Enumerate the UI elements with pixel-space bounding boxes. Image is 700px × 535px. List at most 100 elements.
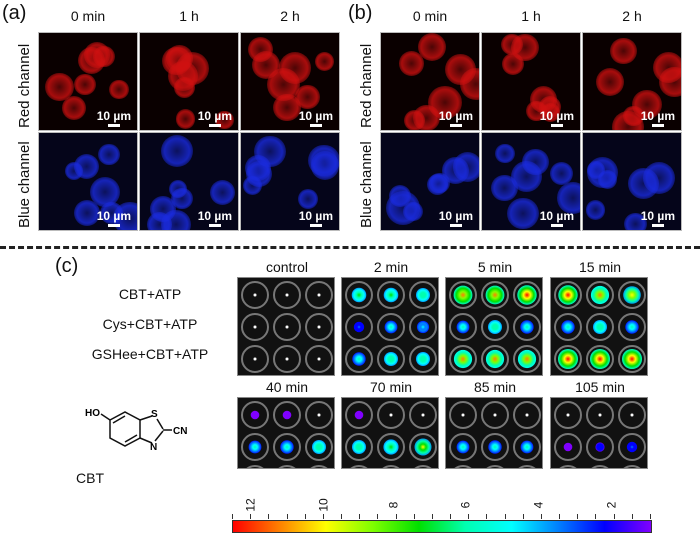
well-empty xyxy=(558,405,578,425)
micrograph: 10 µm xyxy=(582,132,682,231)
well xyxy=(586,313,614,341)
row-label: Blue channel xyxy=(16,141,33,228)
well-signal xyxy=(622,349,642,369)
cell-blob xyxy=(652,52,681,84)
well xyxy=(513,433,541,461)
cell-blob xyxy=(266,68,301,102)
well-plate xyxy=(550,277,648,376)
cell-blob xyxy=(98,143,121,166)
scale-bar-line xyxy=(651,224,664,227)
cell-blob xyxy=(624,212,647,230)
micrograph: 10 µm xyxy=(139,32,239,131)
well xyxy=(305,345,333,373)
scale-bar: 10 µm xyxy=(299,209,333,227)
cell-blob xyxy=(427,174,449,196)
well xyxy=(554,433,582,461)
well-signal xyxy=(453,349,473,369)
colorbar-tick xyxy=(504,514,506,519)
well-signal xyxy=(384,320,398,334)
colorbar-tick xyxy=(377,514,379,519)
scale-bar: 10 µm xyxy=(198,209,232,227)
well xyxy=(481,345,509,373)
plate-title: 2 min xyxy=(373,259,409,275)
well-signal xyxy=(558,285,578,305)
colorbar-tick xyxy=(650,514,651,519)
micrograph: 10 µm xyxy=(240,32,340,131)
colorbar-tick xyxy=(540,514,542,519)
well-signal xyxy=(563,442,573,452)
well-plate xyxy=(341,397,439,469)
scale-bar-label: 10 µm xyxy=(298,209,333,223)
well xyxy=(449,313,477,341)
scale-bar-line xyxy=(309,224,322,227)
well-signal xyxy=(517,349,537,369)
well xyxy=(273,401,301,429)
well-signal xyxy=(456,440,470,454)
cell-blob xyxy=(308,144,339,176)
well xyxy=(377,433,405,461)
column-title: 0 min xyxy=(412,8,448,24)
cell-blob xyxy=(628,168,660,200)
panel-b-label: (b) xyxy=(348,2,373,24)
well xyxy=(377,281,405,309)
well-empty xyxy=(309,405,329,425)
cell-blob xyxy=(595,67,625,97)
well xyxy=(273,465,301,468)
dashed-divider xyxy=(0,246,700,249)
colorbar-tick xyxy=(486,514,488,519)
cell-blob xyxy=(246,161,272,188)
well-empty xyxy=(309,285,329,305)
well-empty xyxy=(277,285,297,305)
scale-bar-line xyxy=(309,124,322,127)
well xyxy=(305,433,333,461)
well xyxy=(586,401,614,429)
colorbar-tick xyxy=(595,514,597,519)
well xyxy=(618,313,646,341)
well-empty xyxy=(453,405,473,425)
cell-blob xyxy=(502,53,524,76)
panel-c-label: (c) xyxy=(55,255,79,277)
well xyxy=(377,465,405,468)
molecule-label: CN xyxy=(173,426,187,437)
well xyxy=(345,401,373,429)
well xyxy=(377,401,405,429)
well xyxy=(554,401,582,429)
well-empty xyxy=(245,349,265,369)
well-signal xyxy=(485,285,505,305)
colorbar-tick xyxy=(359,514,361,519)
well-signal xyxy=(384,352,398,366)
scale-bar-line xyxy=(550,124,563,127)
colorbar xyxy=(232,520,652,533)
well-empty xyxy=(245,317,265,337)
well-signal xyxy=(248,440,262,454)
well-signal xyxy=(416,288,430,302)
colorbar-tick xyxy=(304,514,306,519)
colorbar-tick xyxy=(232,514,233,519)
colorbar-tick xyxy=(468,514,470,519)
scale-bar-label: 10 µm xyxy=(539,209,574,223)
cell-blob xyxy=(109,80,129,100)
well xyxy=(586,465,614,468)
well xyxy=(273,433,301,461)
plate-title: 5 min xyxy=(477,259,513,275)
cell-blob xyxy=(64,161,84,180)
well-signal xyxy=(517,285,537,305)
cell-blob xyxy=(610,37,637,65)
scale-bar: 10 µm xyxy=(97,209,131,227)
well-signal xyxy=(625,320,639,334)
well-signal xyxy=(383,287,399,303)
well xyxy=(409,345,437,373)
scale-bar-line xyxy=(449,224,462,227)
well-plate xyxy=(550,397,648,469)
well xyxy=(273,313,301,341)
colorbar-tick xyxy=(631,514,633,519)
well xyxy=(305,465,333,468)
well xyxy=(409,465,437,468)
well-plate xyxy=(445,277,543,376)
well xyxy=(305,313,333,341)
colorbar-tick xyxy=(322,514,324,519)
well-signal xyxy=(383,439,399,455)
scale-bar: 10 µm xyxy=(540,209,574,227)
well xyxy=(305,401,333,429)
well xyxy=(377,345,405,373)
